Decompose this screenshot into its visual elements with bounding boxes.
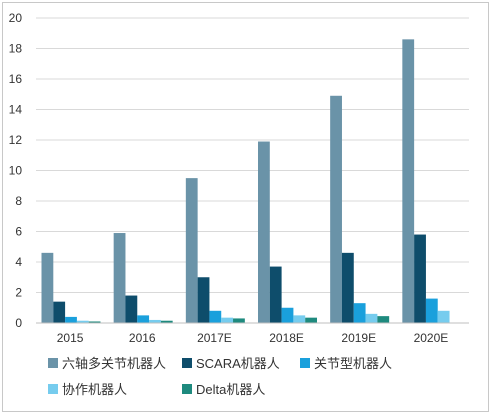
- bar-2017E-4: [233, 318, 245, 323]
- y-tick-label: 2: [15, 286, 22, 300]
- y-tick-label: 20: [9, 11, 23, 25]
- y-tick-label: 14: [9, 103, 23, 117]
- y-tick-label: 16: [9, 72, 23, 86]
- bar-2019E-3: [365, 313, 378, 323]
- x-tick-label: 2019E: [341, 331, 376, 345]
- legend-swatch: [300, 358, 310, 368]
- bar-2019E-4: [377, 316, 390, 323]
- y-axis-ticks: 0 2 4 6 8 10 12 14 16 18 20: [9, 11, 23, 330]
- legend-label: 协作机器人: [62, 382, 127, 397]
- bar-2015-0: [41, 252, 54, 323]
- bars: [41, 39, 450, 324]
- legend-label: 六轴多关节机器人: [62, 356, 166, 371]
- y-tick-label: 6: [15, 225, 22, 239]
- legend-label: Delta机器人: [196, 382, 265, 397]
- bar-2017E-3: [221, 317, 234, 323]
- bar-2015-1: [53, 301, 66, 323]
- bar-2020E-2: [425, 298, 438, 323]
- legend-swatch: [48, 384, 58, 394]
- bar-2017E-1: [197, 277, 210, 323]
- bar-2016-1: [125, 295, 138, 323]
- bar-2020E-0: [402, 39, 415, 323]
- bar-2018E-1: [269, 266, 282, 323]
- bar-2016-2: [137, 315, 150, 323]
- bar-2015-4: [88, 321, 101, 323]
- legend-label: 关节型机器人: [314, 356, 392, 371]
- bar-2016-0: [113, 233, 126, 323]
- y-tick-label: 10: [9, 164, 23, 178]
- bar-2016-4: [160, 320, 173, 323]
- y-tick-label: 12: [9, 133, 23, 147]
- bar-2020E-3: [437, 310, 450, 323]
- bar-2015-3: [76, 320, 89, 323]
- x-tick-label: 2020E: [414, 331, 449, 345]
- x-tick-label: 2018E: [269, 331, 304, 345]
- bar-2019E-1: [341, 252, 354, 323]
- bar-2018E-4: [305, 317, 317, 323]
- bar-2016-3: [149, 319, 161, 323]
- legend-swatch: [182, 384, 192, 394]
- legend-label: SCARA机器人: [196, 356, 280, 371]
- x-tick-label: 2017E: [197, 331, 232, 345]
- bar-2017E-0: [185, 178, 198, 323]
- y-tick-label: 0: [15, 316, 22, 330]
- bar-2018E-0: [258, 141, 270, 323]
- legend-swatch: [48, 358, 58, 368]
- x-tick-label: 2015: [57, 331, 84, 345]
- bar-2020E-1: [414, 234, 426, 323]
- y-tick-label: 18: [9, 42, 23, 56]
- x-axis-ticks: 2015 2016 2017E 2018E 2019E 2020E: [57, 331, 449, 345]
- legend-swatch: [182, 358, 192, 368]
- bar-2019E-0: [330, 95, 342, 324]
- y-tick-label: 4: [15, 255, 22, 269]
- y-tick-label: 8: [15, 194, 22, 208]
- bar-2018E-3: [293, 315, 306, 323]
- grid-lines: [36, 17, 469, 293]
- x-tick-label: 2016: [129, 331, 156, 345]
- bar-2015-2: [65, 316, 77, 323]
- bar-2019E-2: [353, 303, 366, 323]
- bar-2018E-2: [281, 307, 294, 323]
- bar-2017E-2: [209, 310, 222, 323]
